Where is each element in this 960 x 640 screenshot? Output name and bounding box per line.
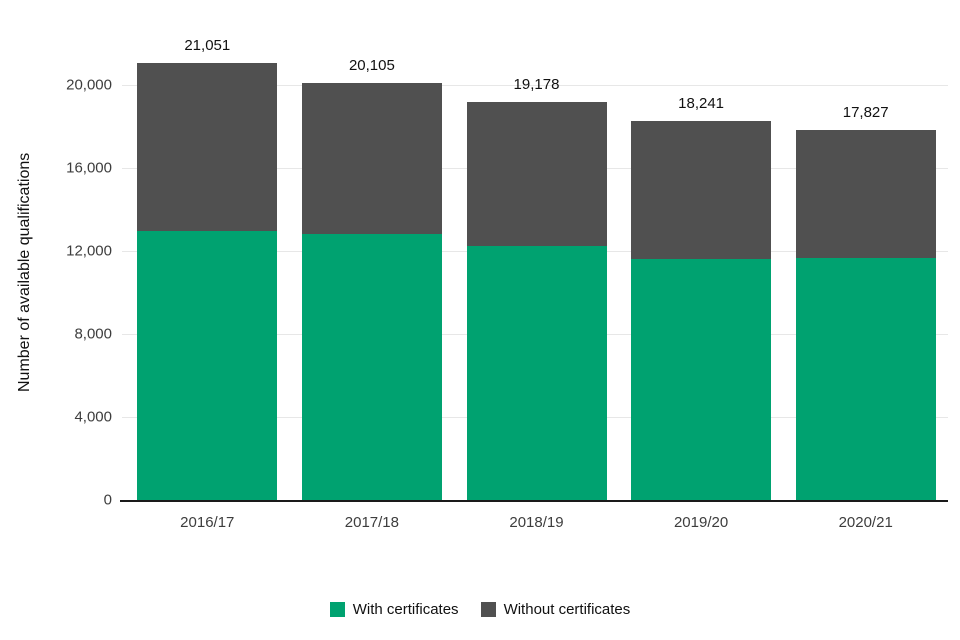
x-tick-label: 2016/17 — [180, 514, 235, 531]
legend-label: With certificates — [352, 601, 459, 618]
y-tick-label: 4,000 — [74, 408, 112, 426]
bar-segment-with-certificates — [466, 245, 607, 500]
total-label: 20,105 — [348, 56, 395, 74]
y-axis-title: Number of available qualifications — [16, 152, 33, 392]
x-axis-line — [120, 500, 948, 502]
total-label: 18,241 — [678, 95, 725, 113]
legend-swatch — [329, 602, 345, 617]
legend-item-with-certificates: With certificates — [329, 601, 459, 618]
bar-segment-with-certificates — [795, 258, 936, 500]
bar-segment-without-certificates — [466, 102, 607, 246]
total-label: 19,178 — [513, 76, 560, 94]
bar-segment-with-certificates — [137, 231, 278, 500]
gridline — [122, 85, 948, 86]
bar-segment-without-certificates — [795, 130, 936, 259]
total-label: 17,827 — [842, 104, 889, 122]
y-tick-label: 16,000 — [66, 159, 112, 177]
legend-item-without-certificates: Without certificates — [480, 601, 631, 618]
total-label: 21,051 — [184, 37, 231, 55]
x-tick-label: 2019/20 — [673, 514, 729, 531]
bar-segment-without-certificates — [631, 121, 772, 260]
bar-segment-without-certificates — [301, 82, 442, 235]
y-tick-label: 20,000 — [66, 76, 112, 94]
legend: With certificates Without certificates — [0, 601, 960, 618]
legend-label: Without certificates — [503, 601, 631, 618]
bar-segment-without-certificates — [137, 63, 278, 232]
y-tick-label: 8,000 — [74, 325, 112, 343]
bar-segment-with-certificates — [631, 259, 772, 500]
y-tick-label: 12,000 — [66, 242, 112, 260]
x-tick-label: 2018/19 — [509, 514, 564, 531]
x-tick-label: 2017/18 — [344, 514, 399, 531]
y-tick-label: 0 — [103, 491, 112, 509]
legend-swatch — [480, 602, 496, 617]
bar-segment-with-certificates — [301, 234, 442, 500]
x-tick-label: 2020/21 — [838, 514, 893, 531]
